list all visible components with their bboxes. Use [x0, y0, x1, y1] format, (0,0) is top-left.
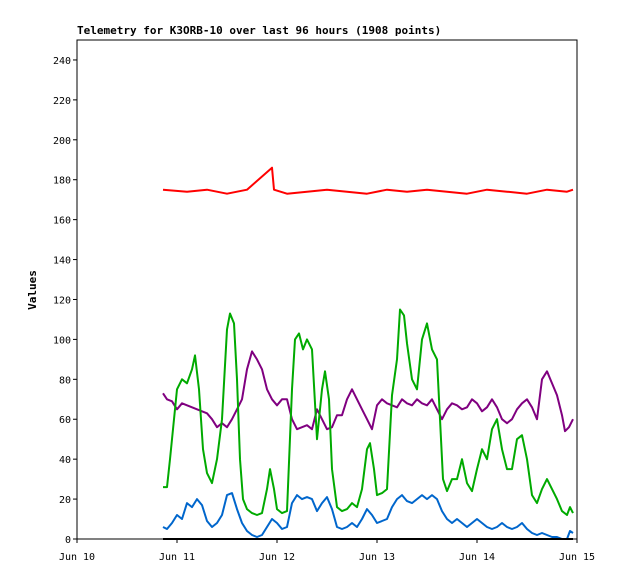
y-tick-label: 200 — [53, 136, 71, 147]
y-tick-label: 120 — [53, 295, 71, 306]
x-tick-label: Jun 14 — [459, 552, 495, 563]
y-tick-label: 60 — [59, 415, 71, 426]
x-tick-label: Jun 13 — [359, 552, 395, 563]
series-group — [162, 166, 574, 540]
y-axis: 0 20 40 60 80 100 120 140 160 180 200 220 240 — [53, 56, 77, 546]
series-line-1 — [162, 166, 574, 195]
y-tick-label: 40 — [59, 455, 71, 466]
series-line-3 — [163, 308, 574, 516]
y-tick-label: 0 — [65, 535, 71, 546]
series-line-2 — [162, 350, 574, 433]
x-axis: Jun 10 Jun 11 Jun 12 Jun 13 Jun 14 Jun 15 — [59, 539, 595, 563]
x-tick-label: Jun 10 — [59, 552, 95, 563]
x-tick-label: Jun 15 — [559, 552, 595, 563]
y-tick-label: 140 — [53, 256, 71, 267]
plot-frame — [76, 39, 578, 540]
y-tick-label: 20 — [59, 495, 71, 506]
chart-title: Telemetry for K3ORB-10 over last 96 hour… — [77, 24, 441, 37]
y-axis-label: Values — [26, 270, 39, 310]
y-tick-label: 240 — [53, 56, 71, 67]
series-line-4 — [162, 492, 574, 540]
y-tick-label: 180 — [53, 176, 71, 187]
y-tick-label: 80 — [59, 375, 71, 386]
x-tick-label: Jun 11 — [159, 552, 195, 563]
y-tick-label: 160 — [53, 216, 71, 227]
y-tick-label: 220 — [53, 96, 71, 107]
x-tick-label: Jun 12 — [259, 552, 295, 563]
y-tick-label: 100 — [53, 335, 71, 346]
